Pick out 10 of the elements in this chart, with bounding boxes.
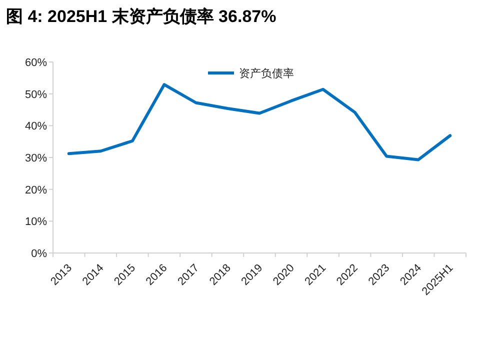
chart-title: 图 4: 2025H1 末资产负债率 36.87% [6,7,276,26]
line-series [67,83,452,162]
y-tick-label: 20% [24,184,48,196]
legend-label: 资产负债率 [239,67,294,80]
y-tick-label: 0% [31,248,48,260]
y-tick-label: 30% [24,152,48,164]
y-tick-label: 40% [24,120,48,133]
y-tick-label: 50% [24,88,48,101]
y-tick-label: 10% [24,216,48,228]
y-tick-label: 60% [24,57,48,69]
